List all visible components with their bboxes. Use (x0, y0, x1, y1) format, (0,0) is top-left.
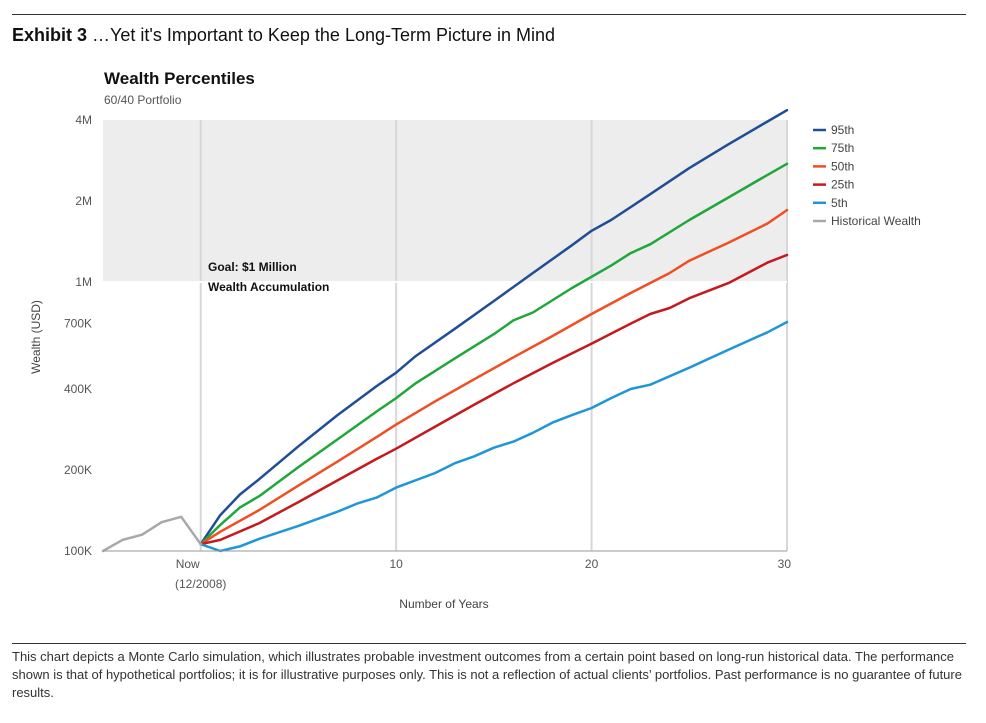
y-tick-label: 200K (64, 463, 92, 477)
x-axis-label: Number of Years (399, 597, 488, 611)
y-tick-label: 1M (75, 275, 92, 289)
goal-zone-shading (103, 120, 787, 282)
y-tick-label: 4M (75, 113, 92, 127)
legend-label-95th: 95th (831, 123, 854, 137)
series-line-50th (199, 208, 789, 546)
gridlines (199, 120, 788, 551)
y-tick-label: 400K (64, 382, 92, 396)
y-axis-label: Wealth (USD) (29, 300, 43, 374)
y-tick-label: 700K (64, 317, 92, 331)
legend-label-25th: 25th (831, 178, 854, 192)
goal-annotation-line1: Goal: $1 Million (208, 260, 297, 274)
wealth-percentiles-chart: Wealth Percentiles 60/40 Portfolio Goal:… (29, 69, 921, 611)
series-line-95th (199, 108, 789, 546)
series-line-historical-wealth (101, 515, 202, 553)
x-tick-sublabel: (12/2008) (175, 577, 226, 591)
legend-label-50th: 50th (831, 159, 854, 173)
y-tick-label: 100K (64, 544, 92, 558)
legend-label-historical-wealth: Historical Wealth (831, 214, 921, 228)
exhibit-title: …Yet it's Important to Keep the Long-Ter… (92, 25, 556, 45)
series-line-75th (199, 162, 789, 546)
series-line-5th (199, 320, 789, 553)
y-axis-ticks: 100K 200K 400K 700K 1M 2M 4M (64, 113, 92, 558)
exhibit-label: Exhibit 3 (12, 25, 88, 45)
legend-label-5th: 5th (831, 196, 848, 210)
legend: 95th 75th 50th 25th 5th Historical Wealth (813, 123, 921, 228)
goal-annotation-line2: Wealth Accumulation (208, 280, 329, 294)
x-tick-label: 20 (585, 557, 599, 571)
x-tick-label: Now (176, 557, 200, 571)
top-rule (12, 14, 966, 15)
series-lines (101, 108, 789, 553)
chart-subtitle: 60/40 Portfolio (104, 93, 182, 107)
x-axis-ticks: Now (12/2008) 10 20 30 (175, 557, 791, 591)
legend-label-75th: 75th (831, 141, 854, 155)
x-tick-label: 30 (778, 557, 792, 571)
exhibit-heading: Exhibit 3 …Yet it's Important to Keep th… (12, 25, 555, 46)
chart-title: Wealth Percentiles (104, 69, 255, 88)
series-line-25th (199, 253, 789, 546)
bottom-rule (12, 643, 966, 644)
y-tick-label: 2M (75, 194, 92, 208)
x-tick-label: 10 (389, 557, 403, 571)
footnote: This chart depicts a Monte Carlo simulat… (12, 649, 962, 700)
